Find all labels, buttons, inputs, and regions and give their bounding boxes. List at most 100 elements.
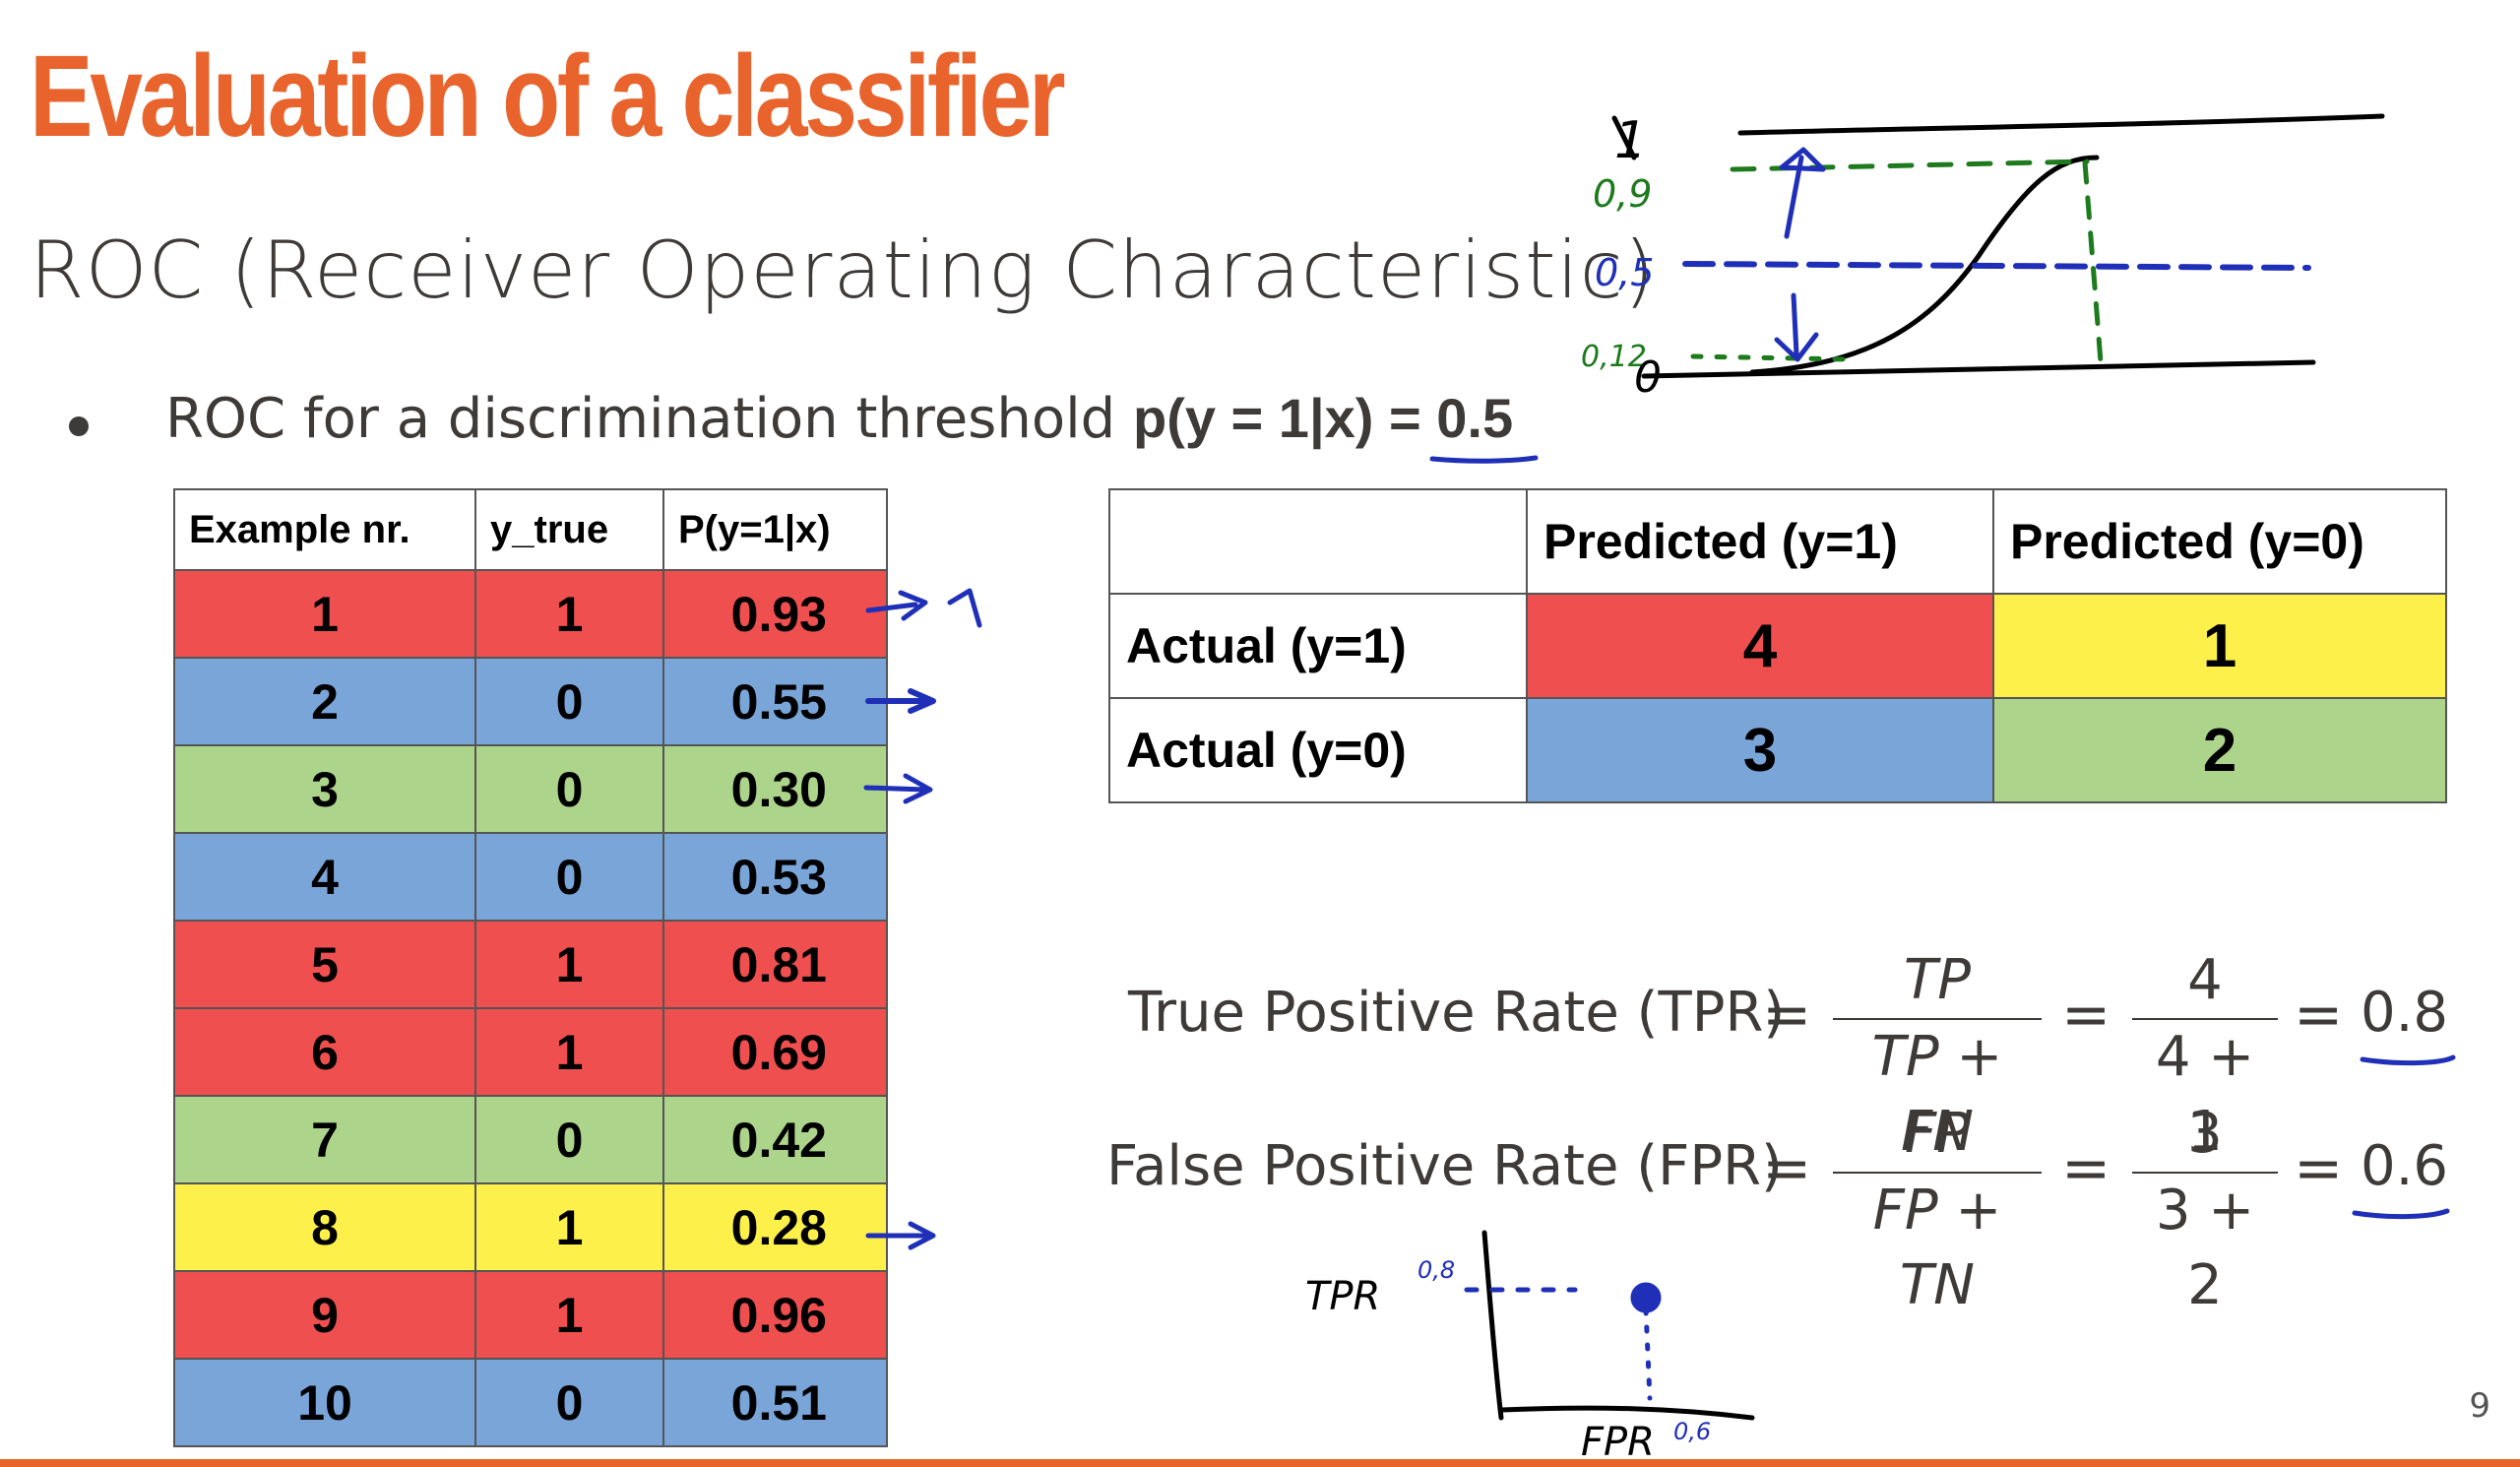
cell-false-positive: 3: [1526, 697, 1994, 803]
fpr-result-underline: [2352, 1208, 2450, 1220]
bullet-text-plain: ROC for a discrimination threshold: [165, 387, 1133, 451]
confusion-header-row: Predicted (y=1) Predicted (y=0): [1108, 488, 2447, 595]
tpr-numeric-bar: [2132, 1018, 2278, 1020]
fpr-fraction-symbolic: FP FP + TN: [1833, 1097, 2042, 1323]
fpr-numeric-bar: [2132, 1172, 2278, 1174]
probability-cell: 0.28: [662, 1182, 888, 1272]
fpr-eq-1: =: [1762, 1134, 1812, 1203]
confusion-row-actual-1: Actual (y=1) 4 1: [1108, 593, 2447, 699]
y-true-cell: 1: [474, 1007, 664, 1097]
probability-cell: 0.55: [662, 657, 888, 746]
tpr-result-underline: [2360, 1054, 2456, 1066]
cell-true-positive: 4: [1526, 593, 1994, 699]
y-true-cell: 0: [474, 657, 664, 746]
roc-x-axis: [1498, 1405, 1755, 1421]
examples-table: Example nr. y_true P(y=1|x) 1 1 0.93 2 0 0.55…: [173, 488, 888, 1447]
table-row: 9 1 0.96: [173, 1270, 888, 1360]
page-number: 9: [2469, 1386, 2490, 1426]
table-row: 1 1 0.93: [173, 569, 888, 659]
y-true-cell: 1: [474, 920, 664, 1009]
example-number-cell: 6: [173, 1007, 476, 1097]
sigmoid-axis-one-mark: [1611, 115, 1637, 160]
fpr-result: 0.6: [2361, 1134, 2449, 1198]
tpr-numerator: TP: [1904, 948, 1971, 1012]
table-row: 10 0 0.51: [173, 1358, 888, 1447]
table-row: 6 1 0.69: [173, 1007, 888, 1097]
bullet-threshold: 0.5: [1436, 387, 1514, 449]
tpr-eq-2: =: [2061, 981, 2111, 1050]
sigmoid-bottom-line: [1641, 359, 2316, 379]
header-predicted-0: Predicted (y=0): [1992, 488, 2447, 595]
tpr-result: 0.8: [2361, 981, 2449, 1045]
blue-arrow-up: [1779, 147, 1826, 239]
example-number-cell: 10: [173, 1358, 476, 1447]
example-number-cell: 1: [173, 569, 476, 659]
handwritten-one: [947, 588, 982, 628]
green-guide-vertical: [2082, 159, 2105, 377]
probability-cell: 0.96: [662, 1270, 888, 1360]
roc-x-tick: 0,6: [1673, 1418, 1711, 1445]
header-y-true: y_true: [474, 488, 664, 571]
example-number-cell: 9: [173, 1270, 476, 1360]
bullet-dot: [69, 416, 89, 436]
fpr-fraction-bar: [1833, 1172, 2042, 1174]
header-probability: P(y=1|x): [662, 488, 888, 571]
roc-point: [1630, 1282, 1662, 1313]
roc-y-axis: [1481, 1230, 1504, 1421]
fpr-numeric-numerator: 3: [2187, 1102, 2223, 1166]
y-true-cell: 0: [474, 1358, 664, 1447]
confusion-corner: [1108, 488, 1528, 595]
green-guide-012: [1690, 353, 1854, 362]
y-true-cell: 0: [474, 1095, 664, 1184]
tpr-fraction-bar: [1833, 1018, 2042, 1020]
example-number-cell: 4: [173, 832, 476, 922]
table-row: 4 0 0.53: [173, 832, 888, 922]
y-true-cell: 1: [474, 1182, 664, 1272]
table-row: 7 0 0.42: [173, 1095, 888, 1184]
probability-cell: 0.53: [662, 832, 888, 922]
example-number-cell: 2: [173, 657, 476, 746]
confusion-matrix: Predicted (y=1) Predicted (y=0) Actual (…: [1108, 488, 2447, 803]
tpr-numeric-numerator: 4: [2187, 948, 2223, 1012]
table-row: 8 1 0.28: [173, 1182, 888, 1272]
header-predicted-1: Predicted (y=1): [1526, 488, 1994, 595]
footer-accent-line: [0, 1459, 2520, 1467]
roc-y-tick: 0,8: [1418, 1256, 1455, 1284]
roc-x-label: FPR: [1581, 1420, 1655, 1465]
tpr-eq-3: =: [2294, 981, 2344, 1050]
tpr-eq-1: =: [1762, 981, 1812, 1050]
example-number-cell: 8: [173, 1182, 476, 1272]
fpr-eq-3: =: [2294, 1134, 2344, 1203]
sigmoid-label-zero: 0: [1634, 352, 1662, 403]
example-number-cell: 5: [173, 920, 476, 1009]
tpr-denominator: TP + FN: [1871, 1025, 2003, 1164]
slide-subtitle: ROC (Receiver Operating Characteristic): [30, 224, 1656, 316]
probability-cell: 0.93: [662, 569, 888, 659]
sigmoid-top-line: [1737, 113, 2385, 136]
tpr-numeric-denominator: 4 + 1: [2155, 1025, 2255, 1164]
probability-cell: 0.81: [662, 920, 888, 1009]
roc-x-dotted: [1643, 1307, 1653, 1401]
bullet-formula: p(y = 1|x) =: [1132, 387, 1437, 449]
probability-cell: 0.30: [662, 744, 888, 834]
tpr-fraction-numeric: 4 4 + 1: [2132, 943, 2278, 1170]
threshold-underline: [1429, 455, 1539, 464]
example-number-cell: 7: [173, 1095, 476, 1184]
arrow-row-2: [865, 688, 936, 714]
sigmoid-label-0-5: 0,5: [1595, 251, 1654, 294]
y-true-cell: 1: [474, 569, 664, 659]
bullet-text: ROC for a discrimination threshold p(y =…: [165, 386, 1513, 451]
example-number-cell: 3: [173, 744, 476, 834]
slide-title: Evaluation of a classifier: [30, 32, 1066, 161]
fpr-label: False Positive Rate (FPR): [1106, 1134, 1783, 1198]
probability-cell: 0.51: [662, 1358, 888, 1447]
examples-header-row: Example nr. y_true P(y=1|x): [173, 488, 888, 571]
roc-y-label: TPR: [1305, 1274, 1380, 1319]
blue-threshold-line: [1682, 261, 2311, 271]
y-true-cell: 0: [474, 744, 664, 834]
y-true-cell: 0: [474, 832, 664, 922]
table-row: 2 0 0.55: [173, 657, 888, 746]
tpr-fraction-symbolic: TP TP + FN: [1833, 943, 2042, 1170]
arrow-row-1: [865, 590, 928, 621]
probability-cell: 0.42: [662, 1095, 888, 1184]
